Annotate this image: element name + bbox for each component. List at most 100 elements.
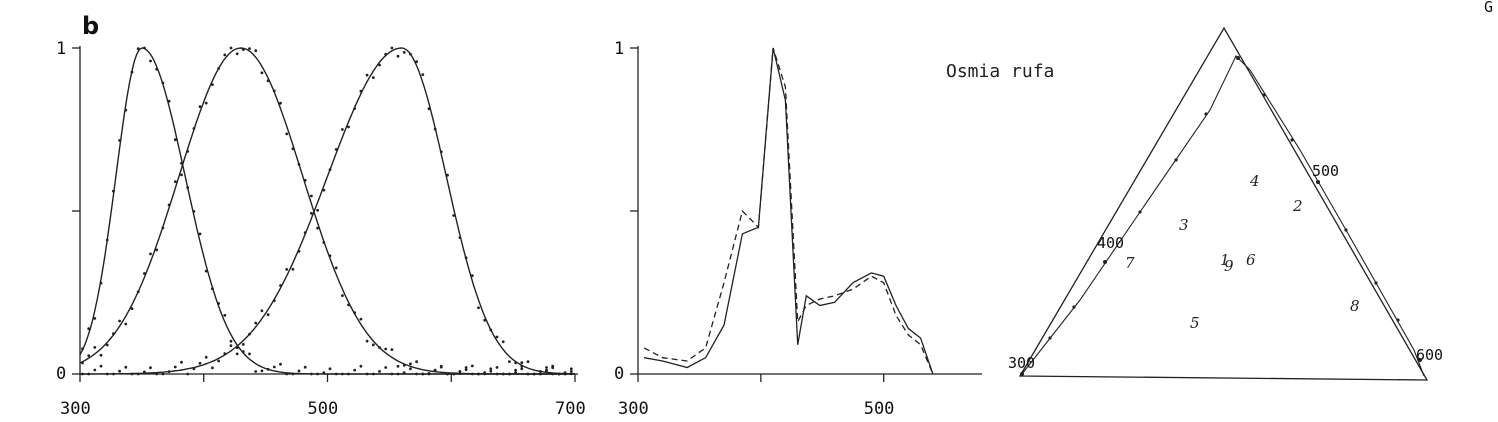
p1-dot: [211, 83, 214, 86]
p1-curve-1: [79, 47, 575, 375]
p1-dot: [192, 127, 196, 130]
p1-dot: [192, 367, 196, 371]
p1-dot: [291, 147, 295, 151]
p1-dot: [81, 347, 84, 351]
p1-dot: [421, 372, 425, 376]
p1-dot: [409, 367, 412, 371]
p1-dot: [303, 365, 307, 369]
p1-dot: [217, 302, 221, 305]
p1-dot: [87, 354, 91, 357]
p1-dot: [248, 47, 251, 50]
p1-dot: [99, 281, 103, 285]
p1-dot: [464, 256, 468, 260]
p1-dot: [365, 372, 369, 376]
locus-dots: [1020, 56, 1422, 376]
p1-dot: [495, 366, 499, 369]
p1-dot: [266, 79, 270, 83]
p1-dot: [371, 372, 375, 376]
p1-dot: [458, 236, 462, 240]
p1-dot: [297, 163, 301, 166]
p1-dot: [192, 210, 196, 213]
p1-dot: [316, 372, 319, 376]
p1-dot: [180, 161, 183, 165]
p1-dot: [130, 372, 134, 376]
wl-label-300: 300: [1008, 354, 1035, 372]
p1-dot: [124, 322, 128, 326]
p1-dot: [353, 107, 357, 110]
p1-dot: [143, 370, 146, 374]
p1-dot: [526, 360, 530, 363]
p1-dot: [359, 317, 363, 321]
p1-dot: [235, 352, 239, 356]
p1-dot: [272, 89, 276, 93]
p1-x-tick-label-300: 300: [60, 399, 91, 419]
p1-dot: [161, 226, 165, 230]
p1-dot: [452, 372, 456, 376]
p1-dot: [378, 346, 381, 349]
p1-dot: [272, 365, 276, 369]
point-label-7: 7: [1125, 254, 1135, 272]
p1-dot: [347, 125, 350, 129]
p1-dot: [384, 366, 388, 369]
p1-dot: [297, 250, 301, 253]
p1-dot: [483, 372, 487, 376]
p1-dot: [328, 254, 332, 258]
wl-label-500: 500: [1312, 162, 1339, 180]
p1-dot: [563, 372, 567, 376]
p1-dot: [365, 73, 369, 77]
p1-dot: [464, 368, 468, 372]
p1-dot: [458, 372, 462, 375]
panel-letter: b: [82, 12, 99, 40]
p1-dot: [334, 148, 338, 151]
p1-dot: [136, 47, 140, 51]
p1-dot: [81, 372, 84, 376]
p1-dot: [297, 369, 301, 373]
p2-x-tick-label-300: 300: [618, 399, 649, 419]
p1-dot: [539, 372, 542, 376]
p1-dot: [569, 367, 573, 371]
p1-dot: [254, 321, 258, 325]
p1-dot: [378, 370, 381, 373]
p1-dot: [396, 372, 400, 376]
p1-curve-3: [80, 47, 575, 375]
p1-dot: [310, 372, 313, 376]
p1-dot: [415, 60, 418, 64]
p1-dot: [427, 107, 431, 111]
p1-dot: [186, 186, 190, 190]
p1-dot: [569, 372, 573, 376]
point-label-9: 9: [1224, 257, 1234, 275]
p1-dot: [427, 372, 431, 375]
p1-dot: [266, 367, 270, 371]
p1-dot: [180, 360, 183, 364]
p1-dot: [112, 372, 115, 376]
p1-dot: [334, 266, 338, 270]
p1-dot: [173, 180, 177, 184]
p1-dot: [371, 76, 375, 79]
p1-dot: [223, 53, 227, 57]
p1-dot: [99, 364, 103, 368]
p1-dot: [384, 347, 388, 351]
p1-dot: [217, 67, 221, 70]
point-label-3: 3: [1179, 216, 1189, 234]
p1-dot: [87, 372, 91, 376]
p1-dot: [470, 274, 474, 278]
p1-dot: [569, 370, 573, 373]
p1-dot: [501, 340, 505, 344]
p1-dot: [520, 367, 524, 371]
p1-dot: [495, 372, 499, 376]
p1-dot: [464, 366, 468, 369]
point-label-1: 1: [1220, 251, 1230, 269]
p1-dot: [396, 54, 400, 58]
p1-dot: [409, 52, 412, 56]
p1-dot: [143, 46, 146, 50]
p1-dot: [223, 352, 227, 356]
p1-dot: [433, 127, 437, 131]
p1-dot: [291, 372, 295, 376]
p1-x-tick-labels: 300 500 700: [60, 399, 586, 419]
p1-dot: [421, 73, 425, 76]
point-label-4: 4: [1249, 172, 1260, 190]
p1-dot: [489, 367, 493, 371]
p1-dot: [495, 335, 499, 339]
p1-dot: [520, 361, 524, 365]
